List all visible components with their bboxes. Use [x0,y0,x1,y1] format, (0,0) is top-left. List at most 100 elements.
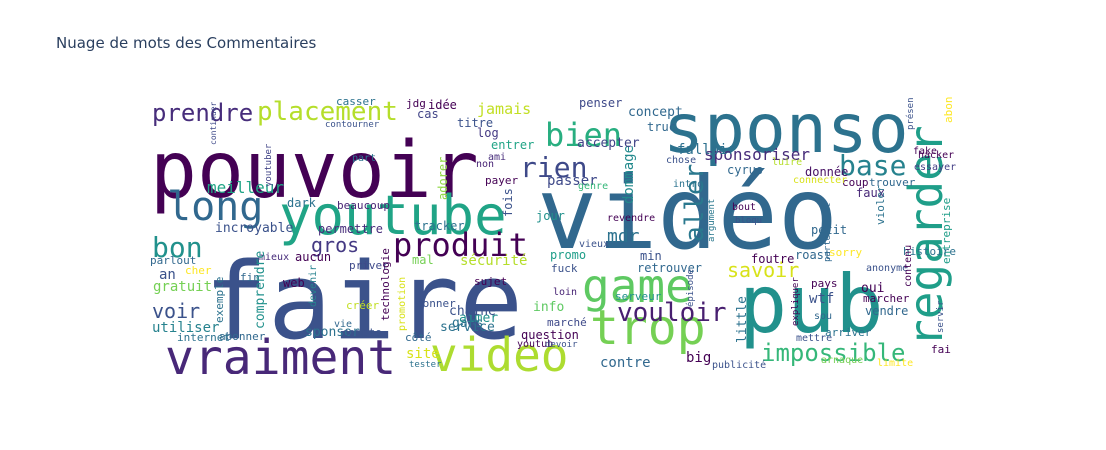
word-titre: titre [457,116,493,130]
word-limite: limite [877,358,913,369]
word-faire: faire [204,240,523,363]
word-marche: marché [547,316,587,329]
word-beaucoup: beaucoup [337,199,390,212]
word-base: base [839,149,906,182]
word-jamais: jamais [477,100,531,118]
word-fin: fin [240,271,260,284]
word-ami: ami [488,152,506,163]
word-cyrus: cyrus [727,163,763,177]
word-bloqu: bloqu [735,216,762,226]
word-arnaque: arnaque [821,355,863,366]
word-voir: voir [152,299,200,323]
word-cote: côté [405,331,432,344]
word-cas: cas [417,107,439,121]
word-sou: sou [814,311,832,322]
word-trop: trop [590,300,706,356]
word-sponsor: sponsor [305,325,360,340]
word-youtub: youtub [517,339,553,350]
word-episode: épisode [685,269,696,307]
word-loin: loin [553,287,577,298]
word-parlout: parlout [150,254,196,267]
word-vraiment: vraiment [165,330,396,374]
word-wtf: wtf [809,291,834,307]
word-revendre: revendre [607,213,655,224]
word-devoir: devoir [545,340,578,350]
word-aimer: aimer [459,311,498,326]
word-payer: payer [485,174,518,187]
word-publicite: publicité [712,359,766,371]
word-pouvoir: pouvoir [150,126,479,216]
word-gars: gars [452,316,483,331]
word-idee: idée [428,98,457,112]
word-devenir: devenir [308,265,319,307]
word-accepter: accepter [577,136,640,151]
word-anonyme: anonyme [866,263,908,274]
word-prendre: prendre [152,99,253,127]
word-truc: truc [647,120,676,134]
word-site: site [406,346,440,362]
word-dark: dark [287,196,317,210]
word-retrouver: retrouver [637,261,702,275]
word-bon: bon [152,231,203,264]
word-impossible: impossible [761,339,906,367]
word-part: part [352,153,376,164]
word-trouver: trouver [869,176,916,189]
word-sujet: sujet [474,275,507,288]
word-service: service [440,320,495,335]
word-vouloir: vouloir [617,298,727,328]
word-tracker: tracker [414,219,465,233]
word-present: présent [905,97,916,130]
word-priver: priver [349,259,389,272]
word-entreprise: entreprise [940,198,953,264]
word-intro: intro [673,179,703,190]
word-promo: promo [550,248,586,262]
word-serveur: serveur [615,290,662,303]
word-contourner: contourner [325,120,380,130]
word-abonne: abonné [942,97,955,123]
word-abonner: abonner [219,330,266,343]
word-chaine: chaine [449,304,496,319]
word-promotion: promotion [397,277,408,331]
word-dommage: dommage [621,145,637,204]
word-permettre: permettre [318,222,383,236]
word-entrer: entrer [491,138,534,152]
word-concept: concept [628,105,683,120]
word-youtuber: youtuber [264,143,274,187]
word-mettre: mettre [796,333,832,344]
word-partenariat: partenariat [823,202,833,262]
word-petit: petit [811,223,847,237]
word-cloud: vidéo faire pouvoir sponso pub youtube vraimen… [147,97,957,374]
word-sorry: sorry [829,246,862,259]
word-donnee: donnée [805,165,848,179]
word-jdg: jdg [406,97,426,110]
word-servir: servir [936,300,946,333]
word-mal: mal [412,253,434,267]
word-min: min [640,249,662,263]
word-donner: donner [416,297,456,310]
word-comprendre: comprendre [253,251,268,329]
word-connecter: connecter [793,175,847,186]
word-genre: genre [578,181,608,192]
word-marcher: marcher [863,292,910,305]
word-hacker: hacker [918,150,954,161]
word-adorer: adorer [436,157,450,200]
word-incroyable: incroyable [215,221,293,236]
word-vendre: vendre [865,304,908,318]
word-pays: pays [811,277,838,290]
chart-title: Nuage de mots des Commentaires [56,34,317,52]
word-savoir: savoir [727,258,799,282]
word-placement: placement [257,97,398,127]
word-youtube: youtube [279,184,507,247]
word-tester: tester [409,360,442,370]
word-luire: luire [772,157,802,168]
word-contre: contre [600,355,651,371]
word-gratuit: gratuit [153,279,212,295]
word-expliquer: expliquer [791,277,801,326]
word-fuck: fuck [551,262,578,275]
word-fois: fois [501,188,515,217]
word-fai: fai [931,343,951,356]
word-utiliser: utiliser [152,320,219,336]
word-arriver: arriver [825,326,872,339]
word-cher: cher [185,264,212,277]
word-creer: créer [346,299,379,312]
